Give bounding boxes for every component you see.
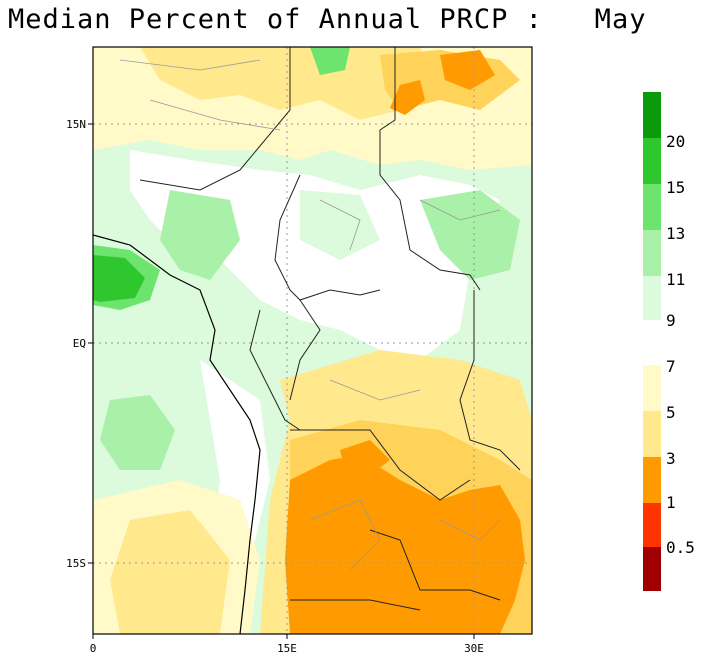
zone-green15-coast [93,255,145,302]
lat-tick-15s: 15S [66,557,86,570]
map-title: Median Percent of Annual PRCP : May [8,4,647,35]
lat-tick-eq: EQ [73,337,86,350]
color-legend: 20 15 13 11 9 7 5 3 1 0.5 [643,92,695,591]
lon-axis: 0 15E 30E [90,634,484,655]
legend-swatch-9 [643,276,661,320]
legend-swatch-7 [643,365,661,411]
legend-label-3: 3 [666,449,676,468]
legend-label-9: 9 [666,311,676,330]
lat-axis: 15N EQ 15S [66,118,93,570]
legend-swatch-15 [643,138,661,184]
legend-label-7: 7 [666,357,676,376]
zone-green-ocean [100,395,175,470]
legend-label-20: 20 [666,132,685,151]
zone-orange-south2 [340,440,390,475]
map-field [93,47,532,634]
coastline [93,234,261,634]
lon-tick-15e: 15E [277,642,297,655]
legend-label-15: 15 [666,178,685,197]
zone-yellow5-north [140,47,430,120]
zone-orange-north [440,50,495,90]
legend-label-1: 1 [666,493,676,512]
admin-borders [119,59,501,571]
map-frame [92,46,533,635]
legend-swatch-3 [643,457,661,503]
zone-orange-south [285,455,525,634]
zone-orange-north2 [390,80,425,115]
zone-pale-mid [300,190,380,260]
legend-swatch-13 [643,184,661,230]
legend-swatch-11 [643,230,661,276]
legend-swatch-20 [643,92,661,138]
zone-green-west [160,190,240,280]
zone-green-north [310,47,350,75]
lat-tick-15n: 15N [66,118,86,131]
lon-tick-0: 0 [90,642,97,655]
legend-label-5: 5 [666,403,676,422]
zone-yellow5-sw [110,510,230,634]
graticule [93,47,532,634]
legend-swatch-05 [643,547,661,591]
legend-label-11: 11 [666,270,685,289]
legend-swatch-5 [643,411,661,457]
lon-tick-30e: 30E [464,642,484,655]
legend-label-13: 13 [666,224,685,243]
legend-swatch-1 [643,503,661,547]
legend-label-05: 0.5 [666,538,695,557]
country-borders [139,47,521,611]
